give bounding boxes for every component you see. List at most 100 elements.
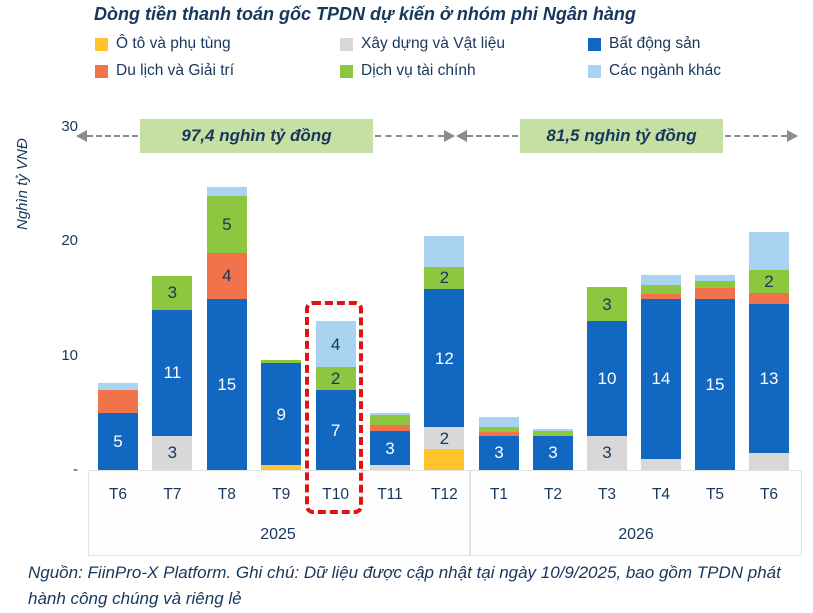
segment-value-label: 5 [222,214,232,234]
bar-segment-oto [261,465,302,470]
bar-segment-dulich [749,292,789,305]
bar-segment-xaydung [370,465,410,470]
bar-segment-taichinh: 3 [152,275,193,310]
y-tick-label: 10 [61,346,78,364]
legend-label: Ô tô và phụ tùng [116,35,231,52]
x-tick-t5-2026: T5 [705,486,725,503]
bar-segment-dulich [370,425,410,432]
x-axis-year-2025: 2025 [260,526,296,543]
bar-segment-taichinh [370,415,410,426]
bar-segment-taichinh [261,360,302,363]
bar-segment-bds: 3 [479,435,519,470]
bar-T4-2026: 14 [641,274,681,470]
annotation-dashed-line [467,135,518,137]
bar-T12-2025: 2 12 2 [424,235,465,470]
bar-segment-khac [641,274,681,285]
bar-segment-taichinh: 3 [587,287,627,322]
annotation-dashed-line [725,135,787,137]
bar-T8-2025: 15 4 5 [206,186,247,470]
legend-item-bds: Bất động sản [588,33,700,55]
bar-segment-bds: 15 [206,298,247,470]
annotation-total-2025: 97,4 nghìn tỷ đồng [140,119,373,153]
segment-value-label: 4 [222,266,232,286]
bar-T3-2026: 3 10 3 [587,287,627,470]
segment-value-label: 3 [385,438,395,458]
bar-segment-taichinh: 2 [424,266,465,290]
x-tick-t8-2025: T8 [217,486,236,503]
bar-segment-xaydung [749,452,789,470]
bar-segment-khac [98,383,138,390]
segment-value-label: 9 [276,404,286,424]
bar-T2-2026: 3 [533,429,573,470]
legend-label: Các ngành khác [609,62,722,79]
bar-segment-xaydung: 3 [152,435,193,470]
legend-swatch-icon [588,37,601,51]
x-tick-t7-2025: T7 [163,486,182,503]
bar-segment-bds: 5 [98,412,138,470]
annotation-arrowhead-left-icon [456,130,467,142]
bar-segment-dulich [98,390,138,413]
legend-swatch-icon [588,64,601,78]
bar-segment-khac [424,235,465,267]
bar-segment-taichinh [695,281,735,289]
bar-segment-dulich [695,288,735,299]
y-tick-label: - [73,461,78,478]
bar-segment-xaydung: 3 [587,435,627,470]
bar-T5-2026: 15 [695,274,735,470]
bar-T9-2025: 9 [261,360,302,470]
bar-T6-2025: 5 [98,383,138,470]
annotation-arrowhead-left-icon [76,130,87,142]
y-axis-title: Nghìn tỷ VNĐ [14,138,31,231]
x-axis-group-box-2026 [470,470,802,556]
bar-segment-taichinh [641,284,681,294]
bar-segment-bds: 10 [587,321,627,436]
annotation-dashed-line [375,135,444,137]
segment-value-label: 3 [494,443,504,463]
segment-value-label: 14 [651,369,671,389]
legend-label: Xây dựng và Vật liệu [361,35,505,52]
y-tick-label: 20 [61,232,78,250]
x-tick-t11-2025: T11 [377,486,403,503]
x-axis-year-2026: 2026 [618,526,654,543]
annotation-total-2026: 81,5 nghìn tỷ đồng [520,119,723,153]
legend-item-taichinh: Dịch vụ tài chính [340,60,476,82]
bar-segment-bds: 3 [370,431,410,466]
bar-segment-bds: 9 [261,362,302,466]
bar-segment-oto [424,449,465,470]
legend-item-khac: Các ngành khác [588,60,721,82]
segment-value-label: 3 [602,443,612,463]
x-tick-t6-2026: T6 [759,486,779,503]
highlight-rect-t10 [305,301,363,514]
bar-segment-khac [533,429,573,432]
legend-item-oto: Ô tô và phụ tùng [95,33,231,55]
x-tick-t4-2026: T4 [651,486,671,503]
segment-value-label: 10 [597,369,617,389]
bar-segment-khac [370,412,410,416]
x-tick-t10-2025: T10 [322,486,349,503]
x-tick-t3-2026: T3 [597,486,617,503]
bar-segment-bds: 13 [749,304,789,453]
bar-segment-dulich: 4 [206,252,247,299]
x-axis-group-box-2025 [88,470,470,556]
legend-label: Bất động sản [609,35,701,52]
x-tick-t1-2026: T1 [489,486,509,503]
bar-segment-khac: 4 [315,321,356,368]
legend-swatch-icon [340,37,353,51]
segment-value-label: 5 [113,431,123,451]
y-tick-label: 30 [61,118,78,136]
bar-segment-bds: 15 [695,298,735,470]
segment-value-label: 12 [434,348,454,368]
bar-T10-2025: 7 2 4 [315,321,356,470]
source-note: Nguồn: FiinPro-X Platform. Ghi chú: Dữ l… [28,563,781,609]
legend-item-dulich: Du lịch và Giải trí [95,60,234,82]
x-tick-t9-2025: T9 [272,486,291,503]
bar-segment-bds: 14 [641,298,681,459]
bar-segment-bds: 11 [152,310,193,436]
legend-swatch-icon [95,37,108,51]
segment-value-label: 7 [330,420,341,440]
segment-value-label: 15 [217,374,237,394]
segment-value-label: 2 [330,369,341,389]
bar-segment-khac [479,417,519,427]
bar-segment-dulich [479,432,519,436]
segment-value-label: 15 [705,374,725,394]
